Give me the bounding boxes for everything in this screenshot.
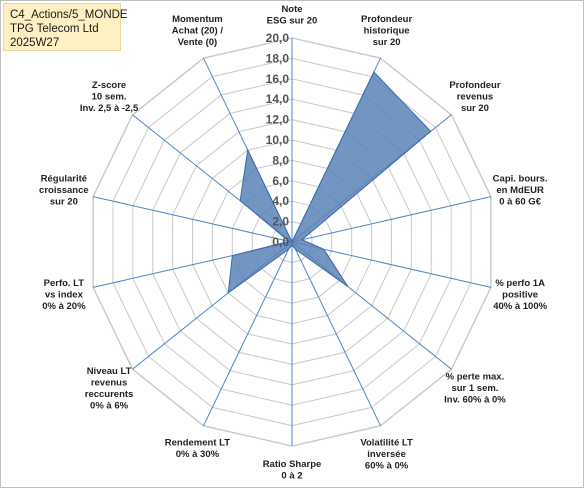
category-label: Profondeur historique sur 20 xyxy=(361,14,412,48)
tick-label: 16,0 xyxy=(266,72,290,86)
category-label: Z-score 10 sem. Inv. 2,5 à -2,5 xyxy=(80,80,139,114)
tick-label: 6,0 xyxy=(272,174,289,188)
category-label: Volatilité LT inversée 60% à 0% xyxy=(360,437,413,471)
info-company: TPG Telecom Ltd xyxy=(10,23,99,35)
category-label: Régularité croissance sur 20 xyxy=(39,174,89,208)
category-label: % perfo 1A positive 40% à 100% xyxy=(493,278,547,312)
chart-info-box: C4_Actions/5_MONDE TPG Telecom Ltd 2025W… xyxy=(3,3,128,51)
category-label: Ratio Sharpe 0 à 2 xyxy=(263,459,322,482)
radar-spoke xyxy=(291,241,492,288)
tick-label: 8,0 xyxy=(272,153,289,167)
radar-spoke xyxy=(291,196,492,243)
radar-spoke xyxy=(291,241,381,427)
radar-series xyxy=(227,71,432,294)
tick-label: 4,0 xyxy=(272,194,289,208)
category-label: Momentum Achat (20) / Vente (0) xyxy=(172,14,224,48)
radar-spoke xyxy=(203,241,293,427)
tick-label: 2,0 xyxy=(272,215,289,229)
tick-label: 12,0 xyxy=(266,113,290,127)
radial-axis-ticks: 0,0 2,0 4,0 6,0 8,0 10,0 12,0 14,0 16,0 18,0 20,0 xyxy=(266,31,290,249)
tick-label: 14,0 xyxy=(266,92,290,106)
category-label: Capi. bours. en MdEUR 0 à 60 G€ xyxy=(493,174,548,208)
category-label: Rendement LT 0% à 30% xyxy=(165,437,230,460)
tick-label: 20,0 xyxy=(266,31,290,45)
category-label: Note ESG sur 20 xyxy=(267,4,318,27)
category-label: Niveau LT revenus reccurents 0% à 6% xyxy=(85,366,134,412)
tick-label: 0,0 xyxy=(272,235,289,249)
category-label: % perte max. sur 1 sem. Inv. 60% à 0% xyxy=(444,372,506,406)
category-label: Perfo. LT vs index 0% à 20% xyxy=(42,278,86,312)
series-area xyxy=(227,71,432,294)
tick-label: 10,0 xyxy=(266,133,290,147)
category-label: Profondeur revenus sur 20 xyxy=(449,80,500,114)
info-week: 2025W27 xyxy=(10,37,60,49)
info-category: C4_Actions/5_MONDE xyxy=(10,9,128,21)
category-labels: Note ESG sur 20 Profondeur historique sur 20… xyxy=(39,4,548,482)
radar-spoke xyxy=(92,196,293,243)
tick-label: 18,0 xyxy=(266,51,290,65)
